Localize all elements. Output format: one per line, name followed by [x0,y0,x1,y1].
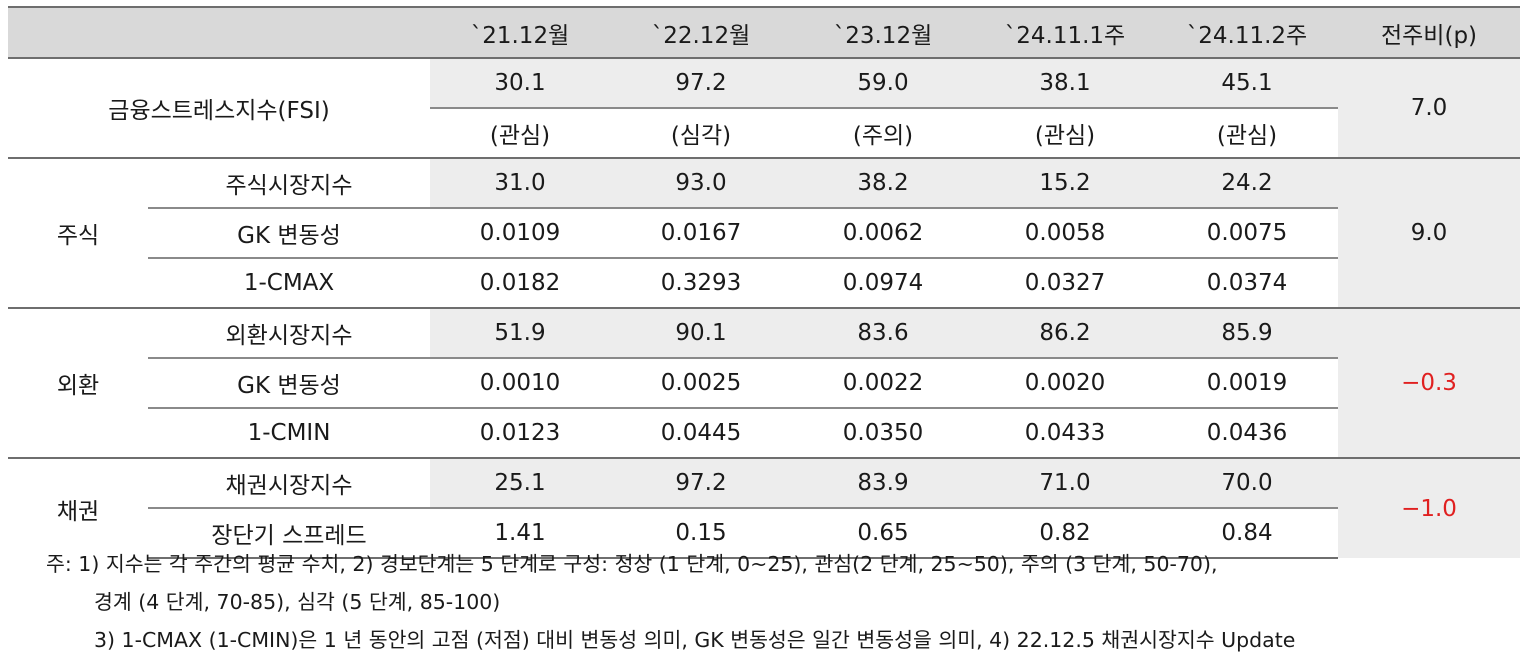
fsi-label: 금융스트레스지수(FSI) [108,98,330,124]
cell-value: 70.0 [1156,457,1338,508]
fsi-table-container: `21.12월 `22.12월 `23.12월 `24.11.1주 `24.11… [8,6,1520,559]
cell-value: 86.2 [974,307,1156,358]
cell-value: 0.15 [610,507,792,559]
row-label: 1-CMAX [148,257,430,308]
cell-value: 0.0374 [1156,257,1338,308]
cell-value: 38.2 [792,157,974,208]
bond-row-1: 채권 채권시장지수 25.1 97.2 83.9 71.0 70.0 −1.0 [8,457,1520,558]
header-col-change: 전주비(p) [1338,6,1520,59]
cell-value: 0.0025 [610,357,792,408]
bond-row-2: 장단기 스프레드 1.41 0.15 0.65 0.82 0.84 [8,507,1520,559]
cell-value: 0.0350 [792,407,974,458]
cell-value: 31.0 [430,157,610,208]
footnotes: 주: 1) 지수는 각 주간의 평균 수치, 2) 경보단계는 5 단계로 구성… [46,545,1516,659]
cell-value: 0.0010 [430,357,610,408]
header-col: `21.12월 [430,6,610,59]
row-label: 주식시장지수 [148,157,430,208]
footnote-line: 주: 1) 지수는 각 주간의 평균 수치, 2) 경보단계는 5 단계로 구성… [46,552,1218,576]
fsi-value: 97.2 [610,58,792,108]
cell-value: 83.6 [792,307,974,358]
fx-row-3: 1-CMIN 0.0123 0.0445 0.0350 0.0433 0.043… [8,407,1520,458]
cell-value: 0.0436 [1156,407,1338,458]
header-blank [8,6,430,59]
fsi-value: 45.1 [1156,58,1338,108]
cell-value: 0.0433 [974,407,1156,458]
fx-row-2: GK 변동성 0.0010 0.0025 0.0022 0.0020 0.001… [8,357,1520,408]
cell-value: 0.82 [974,507,1156,559]
row-label: 장단기 스프레드 [148,507,430,559]
cell-value: 85.9 [1156,307,1338,358]
stock-row-2: GK 변동성 0.0109 0.0167 0.0062 0.0058 0.007… [8,207,1520,258]
cell-value: 24.2 [1156,157,1338,208]
cell-value: 71.0 [974,457,1156,508]
fsi-stage: (심각) [610,107,792,158]
cell-value: 0.0058 [974,207,1156,258]
fsi-change: 7.0 [1338,58,1520,158]
fsi-table: `21.12월 `22.12월 `23.12월 `24.11.1주 `24.11… [8,6,1520,559]
fsi-stage-row: (관심) (심각) (주의) (관심) (관심) [8,107,1520,158]
cell-value: 0.0075 [1156,207,1338,258]
cell-value: 0.0109 [430,207,610,258]
row-label: GK 변동성 [148,357,430,408]
header-col: `24.11.1주 [974,6,1156,59]
header-col: `23.12월 [792,6,974,59]
cell-value: 0.0020 [974,357,1156,408]
fsi-value-row: 금융스트레스지수(FSI) 30.1 97.2 59.0 38.1 45.1 7… [8,58,1520,158]
cell-value: 90.1 [610,307,792,358]
cell-value: 0.0123 [430,407,610,458]
footnote-line: 경계 (4 단계, 70-85), 심각 (5 단계, 85-100) [94,590,501,614]
header-col: `24.11.2주 [1156,6,1338,59]
cell-value: 0.3293 [610,257,792,308]
fsi-value: 59.0 [792,58,974,108]
group-change-stock: 9.0 [1338,157,1520,308]
cell-value: 0.0327 [974,257,1156,308]
row-label: 외환시장지수 [148,307,430,358]
cell-value: 0.84 [1156,507,1338,559]
cell-value: 0.65 [792,507,974,559]
fsi-stage: (관심) [1156,107,1338,158]
cell-value: 93.0 [610,157,792,208]
cell-value: 0.0167 [610,207,792,258]
stock-row-1: 주식 주식시장지수 31.0 93.0 38.2 15.2 24.2 9.0 [8,157,1520,308]
cell-value: 0.0974 [792,257,974,308]
group-change-bond: −1.0 [1338,457,1520,558]
fsi-stage: (주의) [792,107,974,158]
cell-value: 0.0019 [1156,357,1338,408]
group-label-bond: 채권 [8,457,148,558]
header-col: `22.12월 [610,6,792,59]
group-label-stock: 주식 [8,157,148,308]
cell-value: 51.9 [430,307,610,358]
fsi-value: 30.1 [430,58,610,108]
fx-row-1: 외환 외환시장지수 51.9 90.1 83.6 86.2 85.9 −0.3 [8,307,1520,458]
cell-value: 83.9 [792,457,974,508]
fsi-stage: (관심) [974,107,1156,158]
fsi-stage: (관심) [430,107,610,158]
cell-value: 0.0062 [792,207,974,258]
group-change-fx: −0.3 [1338,307,1520,458]
row-label: GK 변동성 [148,207,430,258]
fsi-value: 38.1 [974,58,1156,108]
header-row: `21.12월 `22.12월 `23.12월 `24.11.1주 `24.11… [8,6,1520,59]
cell-value: 0.0022 [792,357,974,408]
cell-value: 97.2 [610,457,792,508]
cell-value: 15.2 [974,157,1156,208]
row-label: 1-CMIN [148,407,430,458]
cell-value: 0.0445 [610,407,792,458]
group-label-fx: 외환 [8,307,148,458]
cell-value: 25.1 [430,457,610,508]
footnote-line: 3) 1-CMAX (1-CMIN)은 1 년 동안의 고점 (저점) 대비 변… [94,628,1296,652]
row-label: 채권시장지수 [148,457,430,508]
cell-value: 1.41 [430,507,610,559]
cell-value: 0.0182 [430,257,610,308]
stock-row-3: 1-CMAX 0.0182 0.3293 0.0974 0.0327 0.037… [8,257,1520,308]
